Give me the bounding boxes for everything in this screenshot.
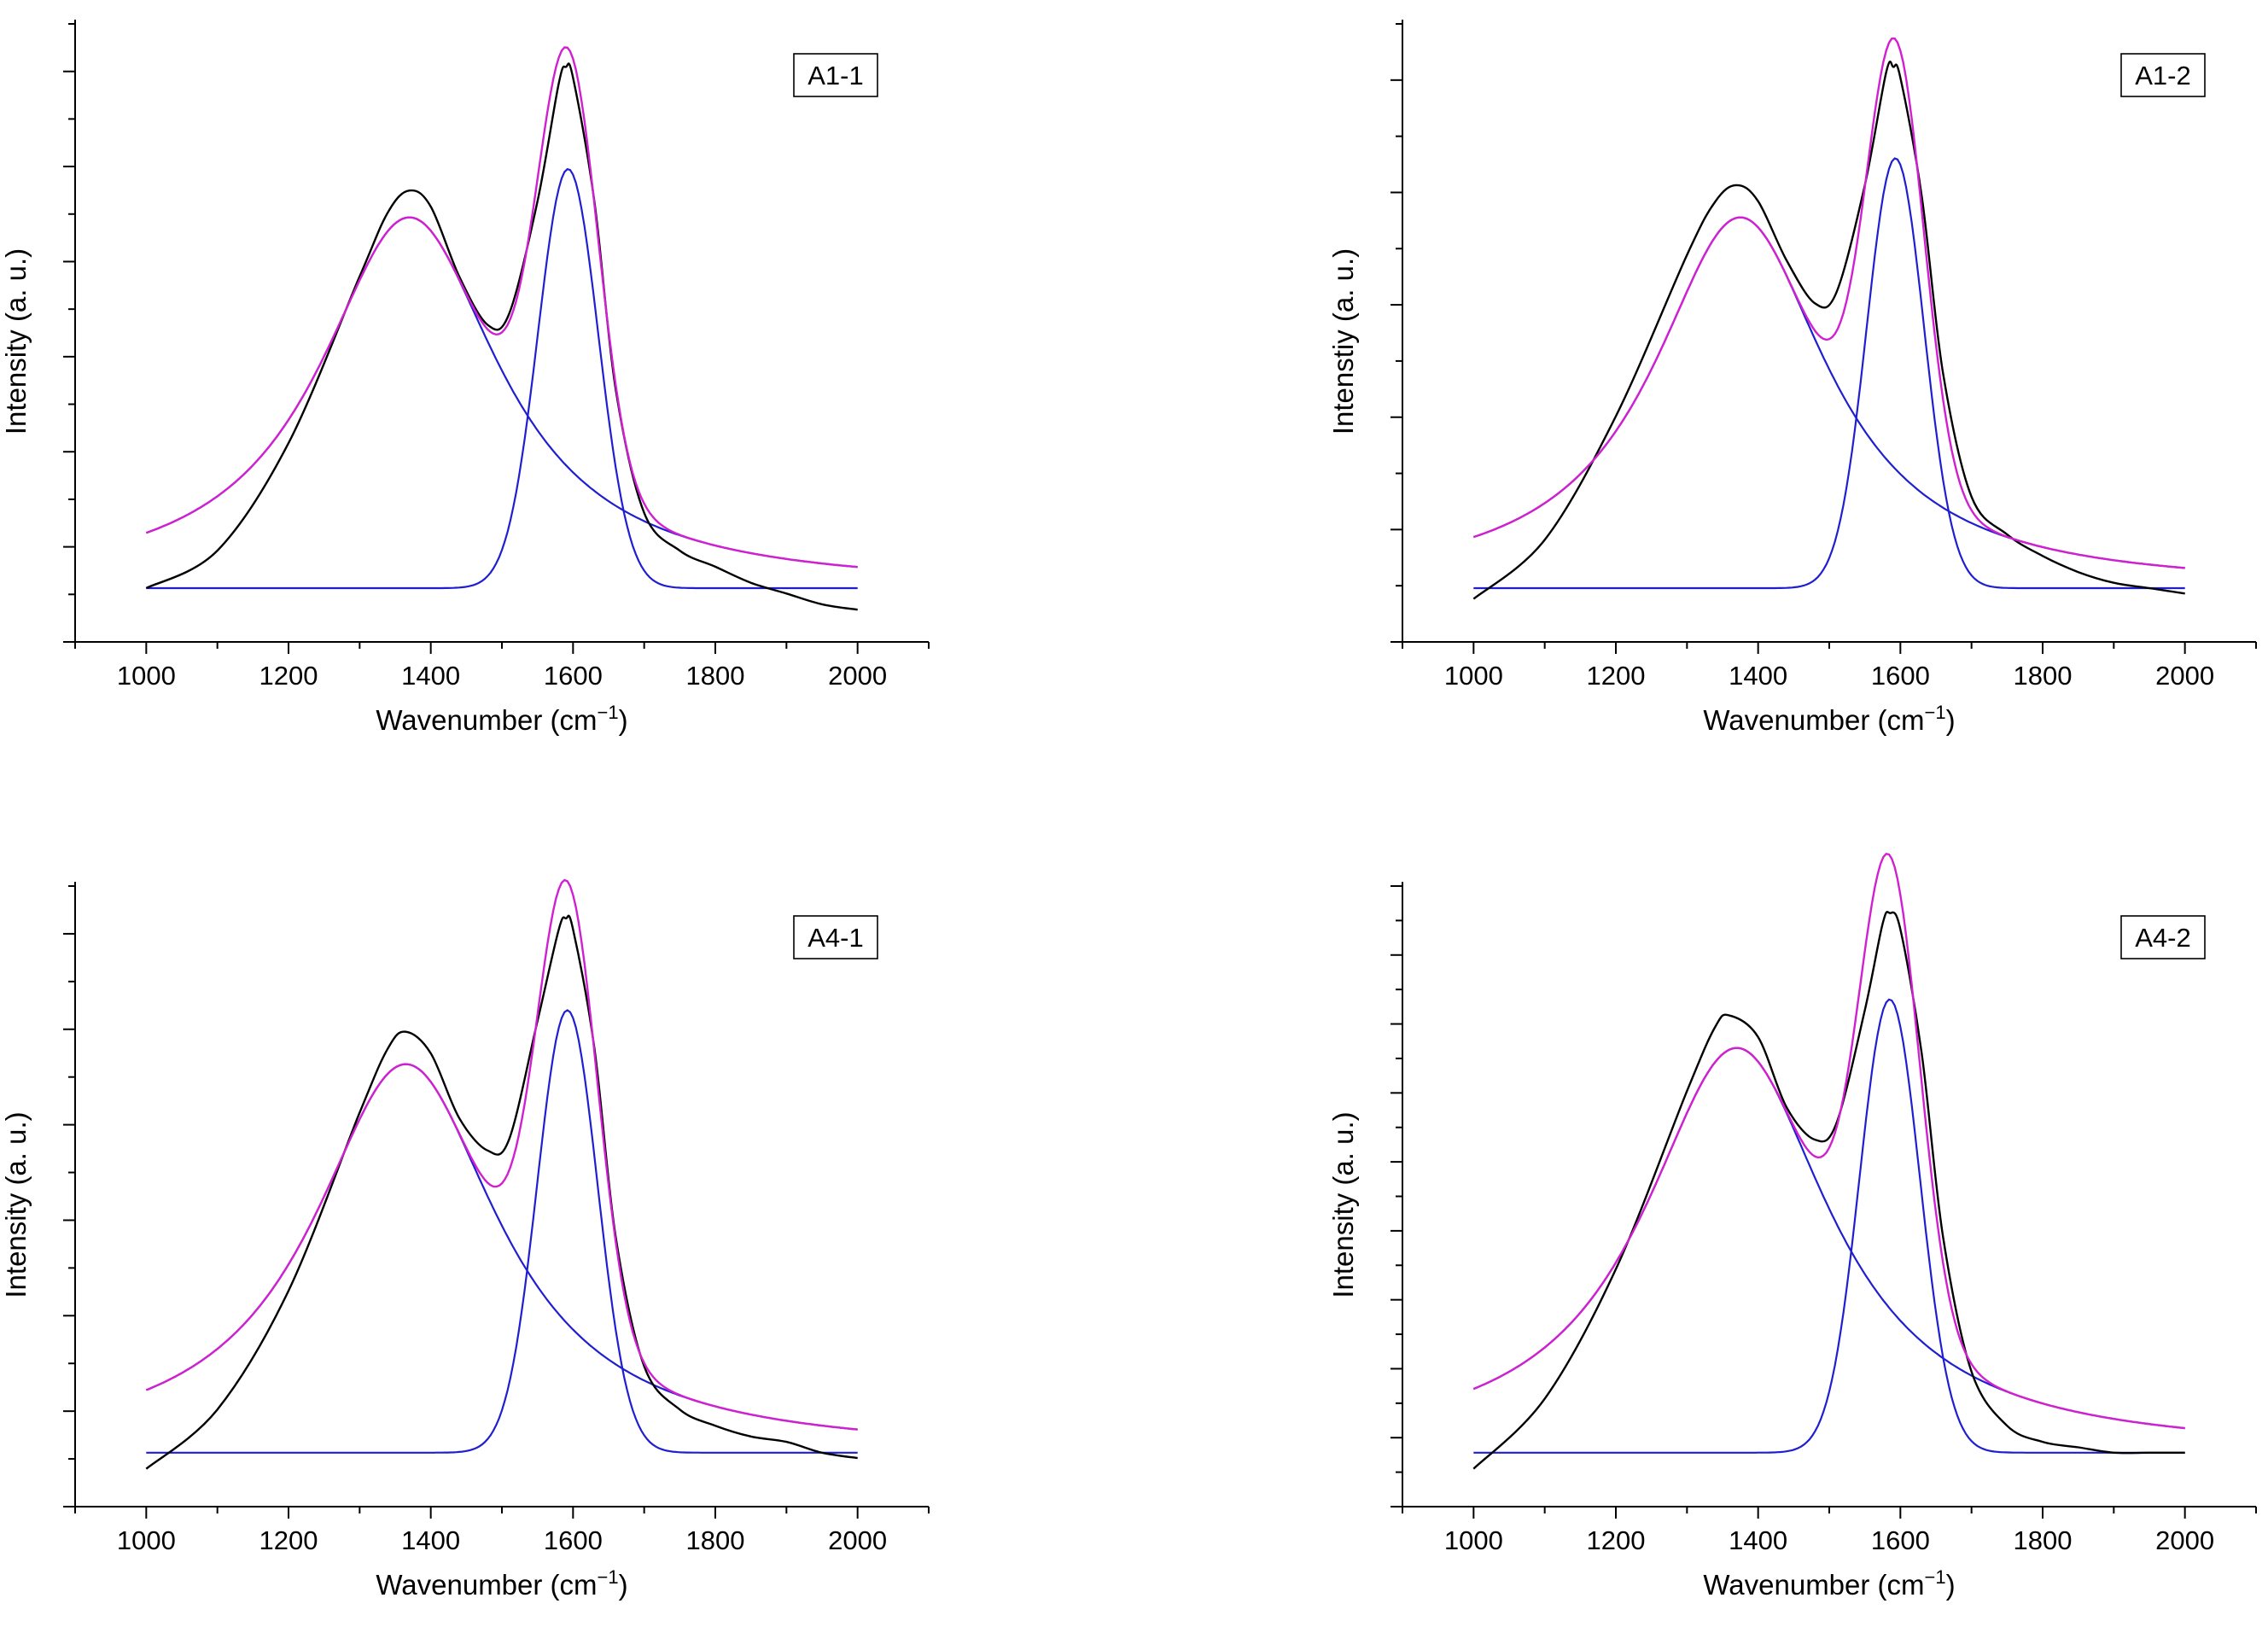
panel-label-box (793, 53, 878, 97)
d-band-fit-curve (1472, 1047, 2185, 1430)
x-axis-title: Wavenumber (cm−1) (376, 1566, 627, 1601)
x-tick-label: 2000 (828, 1525, 887, 1555)
x-tick-label: 1800 (2014, 661, 2073, 691)
x-tick-label: 1000 (117, 661, 176, 691)
x-axis-title-main: Wavenumber (cm (1703, 1569, 1924, 1601)
x-tick-label: 2000 (2155, 661, 2214, 691)
x-axis-title-main: Wavenumber (cm (376, 1569, 597, 1601)
x-tick-label: 1800 (686, 661, 745, 691)
x-tick-label: 1400 (1729, 1525, 1787, 1555)
chart-panel-a4-2: 1000 1200 1400 1600 1800 2000 Wavenumber (cm−1… (1327, 852, 2257, 1601)
x-axis-title-close: ) (1946, 1569, 1956, 1601)
y-axis-title: Intensity (a. u.) (0, 1111, 32, 1298)
x-tick-label: 1600 (544, 661, 603, 691)
g-band-fit-curve (146, 167, 858, 590)
g-band-fit-curve (1473, 157, 2185, 590)
x-tick-label: 1400 (401, 661, 460, 691)
x-tick-label: 1400 (1729, 661, 1787, 691)
x-tick-label: 1000 (1444, 1525, 1503, 1555)
x-tick-label: 1200 (259, 661, 318, 691)
d-band-fit-curve (1472, 216, 2185, 569)
panel-label: A4-1 (808, 923, 863, 953)
x-axis-title-close: ) (619, 704, 628, 736)
x-axis-title-sup: −1 (1925, 702, 1946, 723)
x-axis-title-close: ) (1946, 704, 1956, 736)
d-band-fit-curve (145, 1063, 858, 1431)
x-axis-title-sup: −1 (598, 702, 619, 723)
panel-label-box (793, 915, 878, 959)
x-axis-title: Wavenumber (cm−1) (1703, 702, 1955, 736)
x-tick-label: 1800 (2014, 1525, 2073, 1555)
x-tick-label: 1800 (686, 1525, 745, 1555)
x-tick-label: 1600 (1871, 1525, 1930, 1555)
cumulative-fit-curve (145, 46, 858, 569)
measured-spectrum-curve (1472, 910, 2185, 1470)
panel-label: A4-2 (2135, 923, 2190, 953)
d-band-fit-curve (145, 216, 858, 569)
x-axis-title-main: Wavenumber (cm (376, 704, 597, 736)
y-axis-title: Intensity (a. u.) (0, 248, 32, 434)
cumulative-fit-curve (145, 878, 858, 1431)
x-tick-label: 1600 (544, 1525, 603, 1555)
x-tick-label: 1200 (1587, 1525, 1646, 1555)
chart-panel-a1-1: 1000 1200 1400 1600 1800 2000 Wavenumber (cm−1… (0, 20, 930, 736)
g-band-fit-curve (1473, 998, 2185, 1454)
x-tick-label: 2000 (828, 661, 887, 691)
x-axis-title: Wavenumber (cm−1) (376, 702, 627, 736)
x-tick-label: 1200 (259, 1525, 318, 1555)
x-tick-label: 1200 (1587, 661, 1646, 691)
x-axis-title-close: ) (619, 1569, 628, 1601)
chart-panel-a1-2: 1000 1200 1400 1600 1800 2000 Wavenumber (cm−1… (1327, 20, 2257, 736)
cumulative-fit-curve (1472, 852, 2185, 1430)
chart-panel-a4-1: 1000 1200 1400 1600 1800 2000 Wavenumber (cm−1… (0, 878, 930, 1601)
x-tick-label: 1400 (401, 1525, 460, 1555)
y-axis-title: Intenstiy (a. u.) (1327, 248, 1359, 434)
x-axis-title: Wavenumber (cm−1) (1703, 1566, 1955, 1601)
x-tick-label: 1000 (117, 1525, 176, 1555)
measured-spectrum-curve (145, 62, 858, 611)
panel-label-box (2120, 53, 2206, 97)
x-axis-title-main: Wavenumber (cm (1703, 704, 1924, 736)
panel-label: A1-1 (808, 61, 863, 90)
x-axis-title-sup: −1 (598, 1566, 619, 1588)
panel-label-box (2120, 915, 2206, 959)
panel-label: A1-2 (2135, 61, 2190, 90)
cumulative-fit-curve (1472, 37, 2185, 569)
x-tick-label: 2000 (2155, 1525, 2214, 1555)
x-axis-title-sup: −1 (1925, 1566, 1946, 1588)
y-axis-title: Intensity (a. u.) (1327, 1111, 1359, 1298)
g-band-fit-curve (146, 1009, 858, 1454)
measured-spectrum-curve (1472, 61, 2185, 600)
x-tick-label: 1600 (1871, 661, 1930, 691)
measured-spectrum-curve (145, 914, 858, 1470)
x-tick-label: 1000 (1444, 661, 1503, 691)
